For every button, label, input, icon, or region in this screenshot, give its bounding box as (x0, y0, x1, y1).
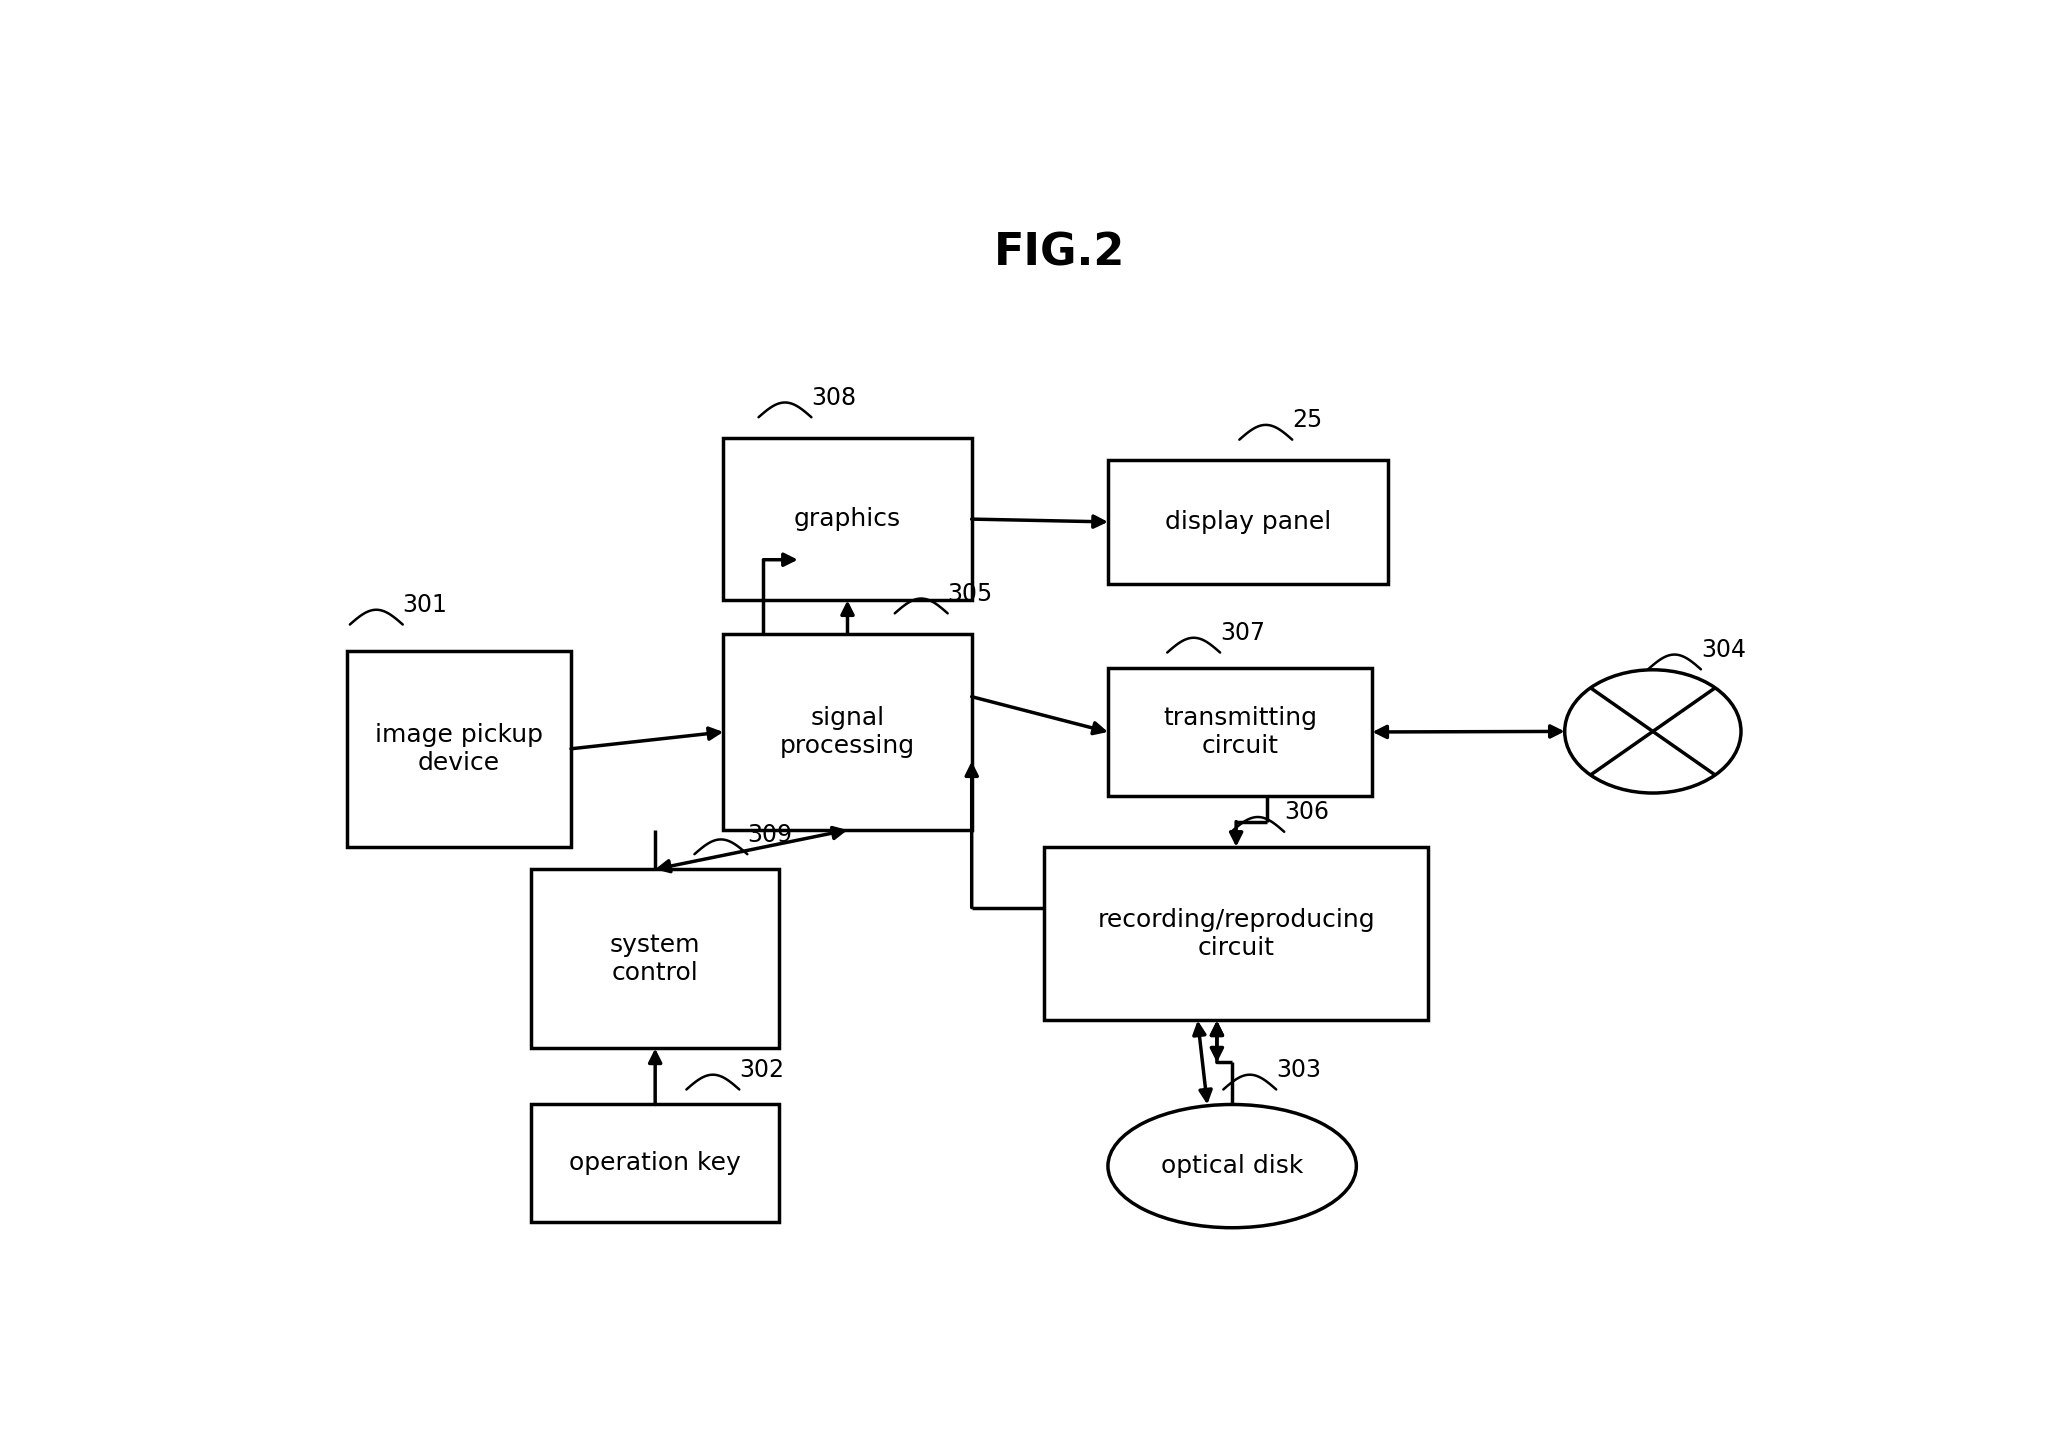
Text: 301: 301 (403, 594, 447, 617)
Text: display panel: display panel (1164, 509, 1332, 534)
Text: system
control: system control (610, 933, 701, 985)
Bar (347, 650, 571, 847)
Text: 25: 25 (1292, 409, 1324, 432)
Text: 303: 303 (1276, 1058, 1321, 1083)
Text: graphics: graphics (794, 508, 902, 531)
Text: optical disk: optical disk (1160, 1154, 1303, 1179)
Text: 304: 304 (1700, 637, 1745, 662)
Text: 309: 309 (747, 824, 792, 847)
Text: signal
processing: signal processing (780, 706, 914, 758)
Text: image pickup
device: image pickup device (374, 723, 542, 774)
Bar (1044, 847, 1429, 1020)
Circle shape (1565, 669, 1741, 793)
Text: 307: 307 (1220, 621, 1266, 645)
Bar (1108, 460, 1388, 583)
Bar (531, 869, 780, 1049)
Bar (724, 634, 972, 829)
Text: 308: 308 (811, 386, 856, 410)
Text: 306: 306 (1284, 800, 1330, 825)
Ellipse shape (1108, 1104, 1357, 1228)
Text: recording/reproducing
circuit: recording/reproducing circuit (1098, 908, 1375, 959)
Text: operation key: operation key (569, 1151, 740, 1176)
Text: 305: 305 (947, 582, 993, 605)
Text: 302: 302 (740, 1058, 784, 1083)
Bar (724, 438, 972, 601)
Bar (531, 1104, 780, 1222)
Text: transmitting
circuit: transmitting circuit (1162, 706, 1317, 758)
Text: FIG.2: FIG.2 (995, 231, 1125, 275)
Bar (1108, 668, 1373, 796)
